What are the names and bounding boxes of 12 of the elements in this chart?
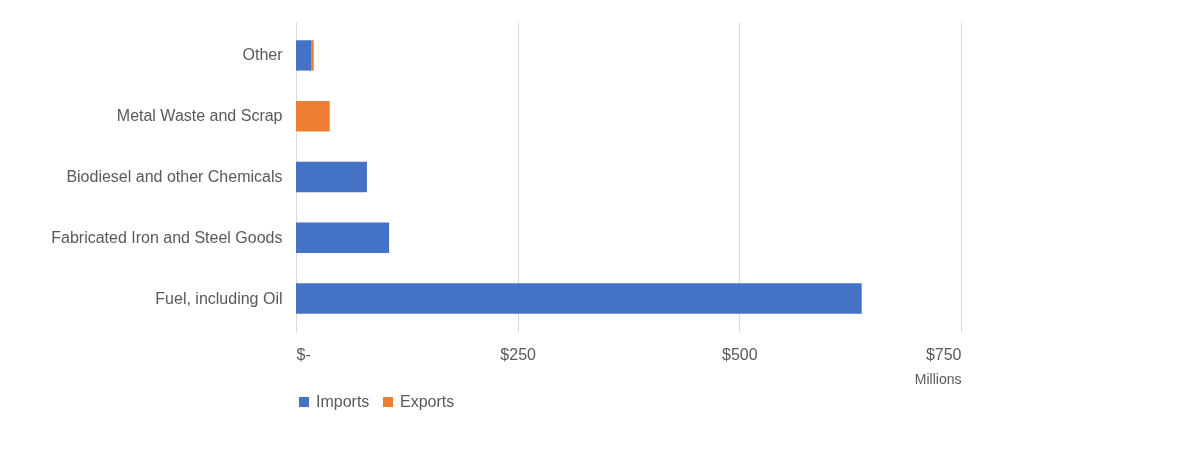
x-tick-label: $250 xyxy=(500,345,537,363)
y-tick-label: Biodiesel and other Chemicals xyxy=(66,168,283,185)
legend-label: Exports xyxy=(400,393,455,410)
y-tick-label: Fuel, including Oil xyxy=(155,289,283,307)
y-tick-label: Metal Waste and Scrap xyxy=(116,107,283,125)
x-axis-title: Millions xyxy=(914,370,962,387)
x-tick-label: $- xyxy=(296,345,311,363)
y-tick-label: Fabricated Iron and Steel Goods xyxy=(51,228,283,246)
legend-label: Imports xyxy=(316,393,370,410)
y-tick-label: Other xyxy=(242,46,284,64)
x-tick-label: $750 xyxy=(925,345,962,363)
x-tick-label: $500 xyxy=(722,345,758,363)
